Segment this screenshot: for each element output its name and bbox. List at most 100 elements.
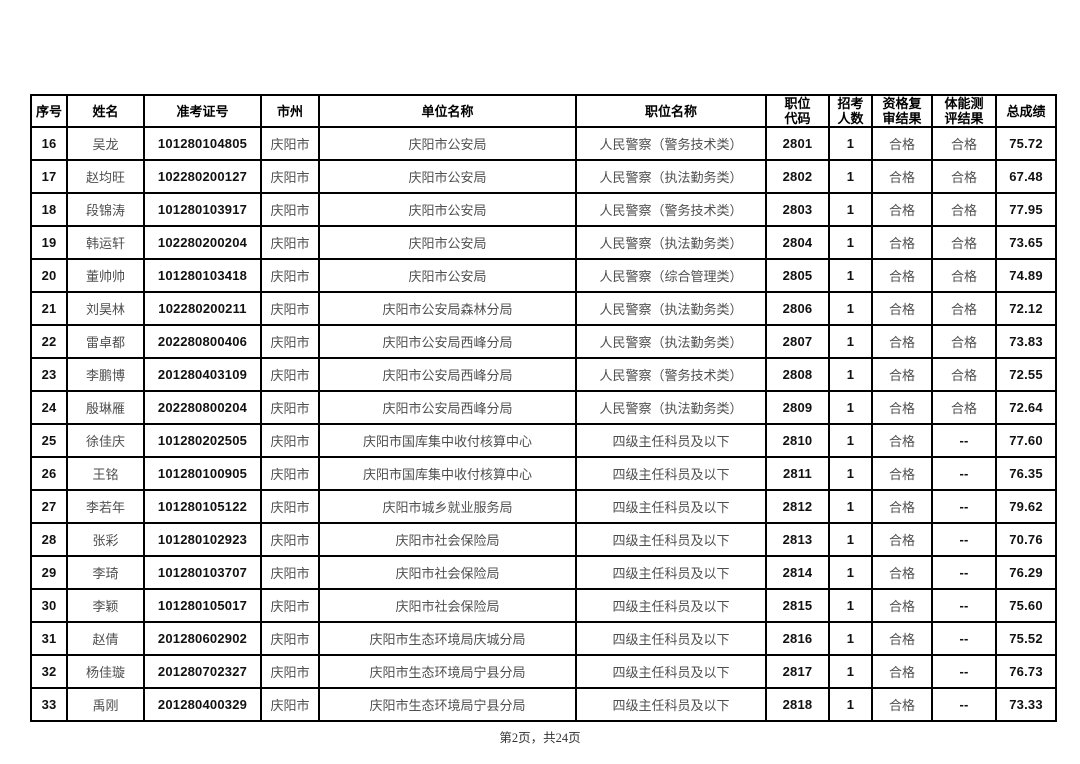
table-row: 18 段锦涛 101280103917 庆阳市 庆阳市公安局 人民警察（警务技术类） 280… — [30, 192, 1057, 227]
cell-org: 庆阳市公安局 — [318, 159, 577, 194]
cell-position: 人民警察（执法勤务类） — [575, 159, 767, 194]
cell-org: 庆阳市生态环境局宁县分局 — [318, 654, 577, 689]
cell-city: 庆阳市 — [260, 489, 320, 524]
cell-fitness: 合格 — [931, 126, 997, 161]
cell-name: 雷卓都 — [66, 324, 145, 359]
cell-qualification: 合格 — [871, 324, 933, 359]
table-row: 31 赵倩 201280602902 庆阳市 庆阳市生态环境局庆城分局 四级主任科员及以下… — [30, 621, 1057, 656]
cell-name: 吴龙 — [66, 126, 145, 161]
cell-ticket: 201280403109 — [143, 357, 262, 392]
cell-no: 17 — [30, 159, 68, 194]
cell-qualification: 合格 — [871, 621, 933, 656]
cell-code: 2809 — [765, 390, 830, 425]
cell-no: 31 — [30, 621, 68, 656]
cell-no: 25 — [30, 423, 68, 458]
cell-code: 2801 — [765, 126, 830, 161]
cell-recruits: 1 — [828, 159, 873, 194]
cell-org: 庆阳市公安局 — [318, 258, 577, 293]
cell-code: 2812 — [765, 489, 830, 524]
cell-no: 27 — [30, 489, 68, 524]
cell-qualification: 合格 — [871, 423, 933, 458]
cell-qualification: 合格 — [871, 588, 933, 623]
cell-position: 四级主任科员及以下 — [575, 621, 767, 656]
cell-org: 庆阳市公安局森林分局 — [318, 291, 577, 326]
cell-qualification: 合格 — [871, 687, 933, 722]
cell-recruits: 1 — [828, 456, 873, 491]
cell-code: 2805 — [765, 258, 830, 293]
cell-position: 四级主任科员及以下 — [575, 456, 767, 491]
cell-qualification: 合格 — [871, 258, 933, 293]
cell-ticket: 102280200204 — [143, 225, 262, 260]
cell-city: 庆阳市 — [260, 423, 320, 458]
cell-fitness: 合格 — [931, 225, 997, 260]
cell-score: 76.35 — [995, 456, 1057, 491]
cell-code: 2813 — [765, 522, 830, 557]
cell-ticket: 101280202505 — [143, 423, 262, 458]
cell-no: 20 — [30, 258, 68, 293]
cell-recruits: 1 — [828, 489, 873, 524]
cell-position: 人民警察（警务技术类） — [575, 192, 767, 227]
cell-recruits: 1 — [828, 126, 873, 161]
cell-no: 24 — [30, 390, 68, 425]
cell-org: 庆阳市国库集中收付核算中心 — [318, 456, 577, 491]
header-cell-position: 职位名称 — [575, 94, 767, 128]
cell-score: 72.55 — [995, 357, 1057, 392]
cell-no: 33 — [30, 687, 68, 722]
page-number-footer: 第2页，共24页 — [499, 731, 581, 745]
results-table: 序号 姓名 准考证号 市州 单位名称 职位名称 职位 代码 招考 人数 资格复 审结果 体能测 评… — [30, 94, 1057, 722]
cell-no: 16 — [30, 126, 68, 161]
cell-fitness: -- — [931, 654, 997, 689]
cell-qualification: 合格 — [871, 456, 933, 491]
cell-no: 26 — [30, 456, 68, 491]
cell-position: 人民警察（执法勤务类） — [575, 324, 767, 359]
cell-code: 2802 — [765, 159, 830, 194]
cell-score: 67.48 — [995, 159, 1057, 194]
cell-position: 四级主任科员及以下 — [575, 687, 767, 722]
cell-qualification: 合格 — [871, 159, 933, 194]
cell-no: 28 — [30, 522, 68, 557]
cell-position: 四级主任科员及以下 — [575, 654, 767, 689]
cell-org: 庆阳市生态环境局庆城分局 — [318, 621, 577, 656]
cell-city: 庆阳市 — [260, 621, 320, 656]
cell-fitness: -- — [931, 621, 997, 656]
cell-qualification: 合格 — [871, 489, 933, 524]
cell-recruits: 1 — [828, 258, 873, 293]
cell-ticket: 101280102923 — [143, 522, 262, 557]
cell-recruits: 1 — [828, 192, 873, 227]
cell-score: 72.12 — [995, 291, 1057, 326]
cell-fitness: -- — [931, 555, 997, 590]
cell-code: 2816 — [765, 621, 830, 656]
cell-ticket: 202280800406 — [143, 324, 262, 359]
results-table-body: 16 吴龙 101280104805 庆阳市 庆阳市公安局 人民警察（警务技术类） 2801… — [30, 126, 1057, 722]
header-cell-ticket: 准考证号 — [143, 94, 262, 128]
cell-city: 庆阳市 — [260, 192, 320, 227]
table-row: 19 韩运轩 102280200204 庆阳市 庆阳市公安局 人民警察（执法勤务类） 280… — [30, 225, 1057, 260]
cell-org: 庆阳市公安局西峰分局 — [318, 390, 577, 425]
cell-name: 李颖 — [66, 588, 145, 623]
cell-position: 人民警察（执法勤务类） — [575, 225, 767, 260]
cell-name: 韩运轩 — [66, 225, 145, 260]
cell-score: 75.52 — [995, 621, 1057, 656]
cell-recruits: 1 — [828, 225, 873, 260]
cell-name: 张彩 — [66, 522, 145, 557]
cell-city: 庆阳市 — [260, 456, 320, 491]
cell-org: 庆阳市公安局 — [318, 225, 577, 260]
cell-fitness: 合格 — [931, 324, 997, 359]
cell-qualification: 合格 — [871, 654, 933, 689]
table-row: 17 赵均旺 102280200127 庆阳市 庆阳市公安局 人民警察（执法勤务类） 280… — [30, 159, 1057, 194]
cell-qualification: 合格 — [871, 291, 933, 326]
cell-name: 殷琳雁 — [66, 390, 145, 425]
cell-position: 四级主任科员及以下 — [575, 489, 767, 524]
cell-name: 董帅帅 — [66, 258, 145, 293]
cell-qualification: 合格 — [871, 126, 933, 161]
table-row: 29 李琦 101280103707 庆阳市 庆阳市社会保险局 四级主任科员及以下 2814… — [30, 555, 1057, 590]
cell-org: 庆阳市公安局 — [318, 126, 577, 161]
cell-ticket: 101280105122 — [143, 489, 262, 524]
cell-recruits: 1 — [828, 291, 873, 326]
cell-name: 禹刚 — [66, 687, 145, 722]
cell-code: 2804 — [765, 225, 830, 260]
cell-position: 人民警察（执法勤务类） — [575, 291, 767, 326]
cell-recruits: 1 — [828, 357, 873, 392]
cell-score: 73.65 — [995, 225, 1057, 260]
cell-name: 徐佳庆 — [66, 423, 145, 458]
